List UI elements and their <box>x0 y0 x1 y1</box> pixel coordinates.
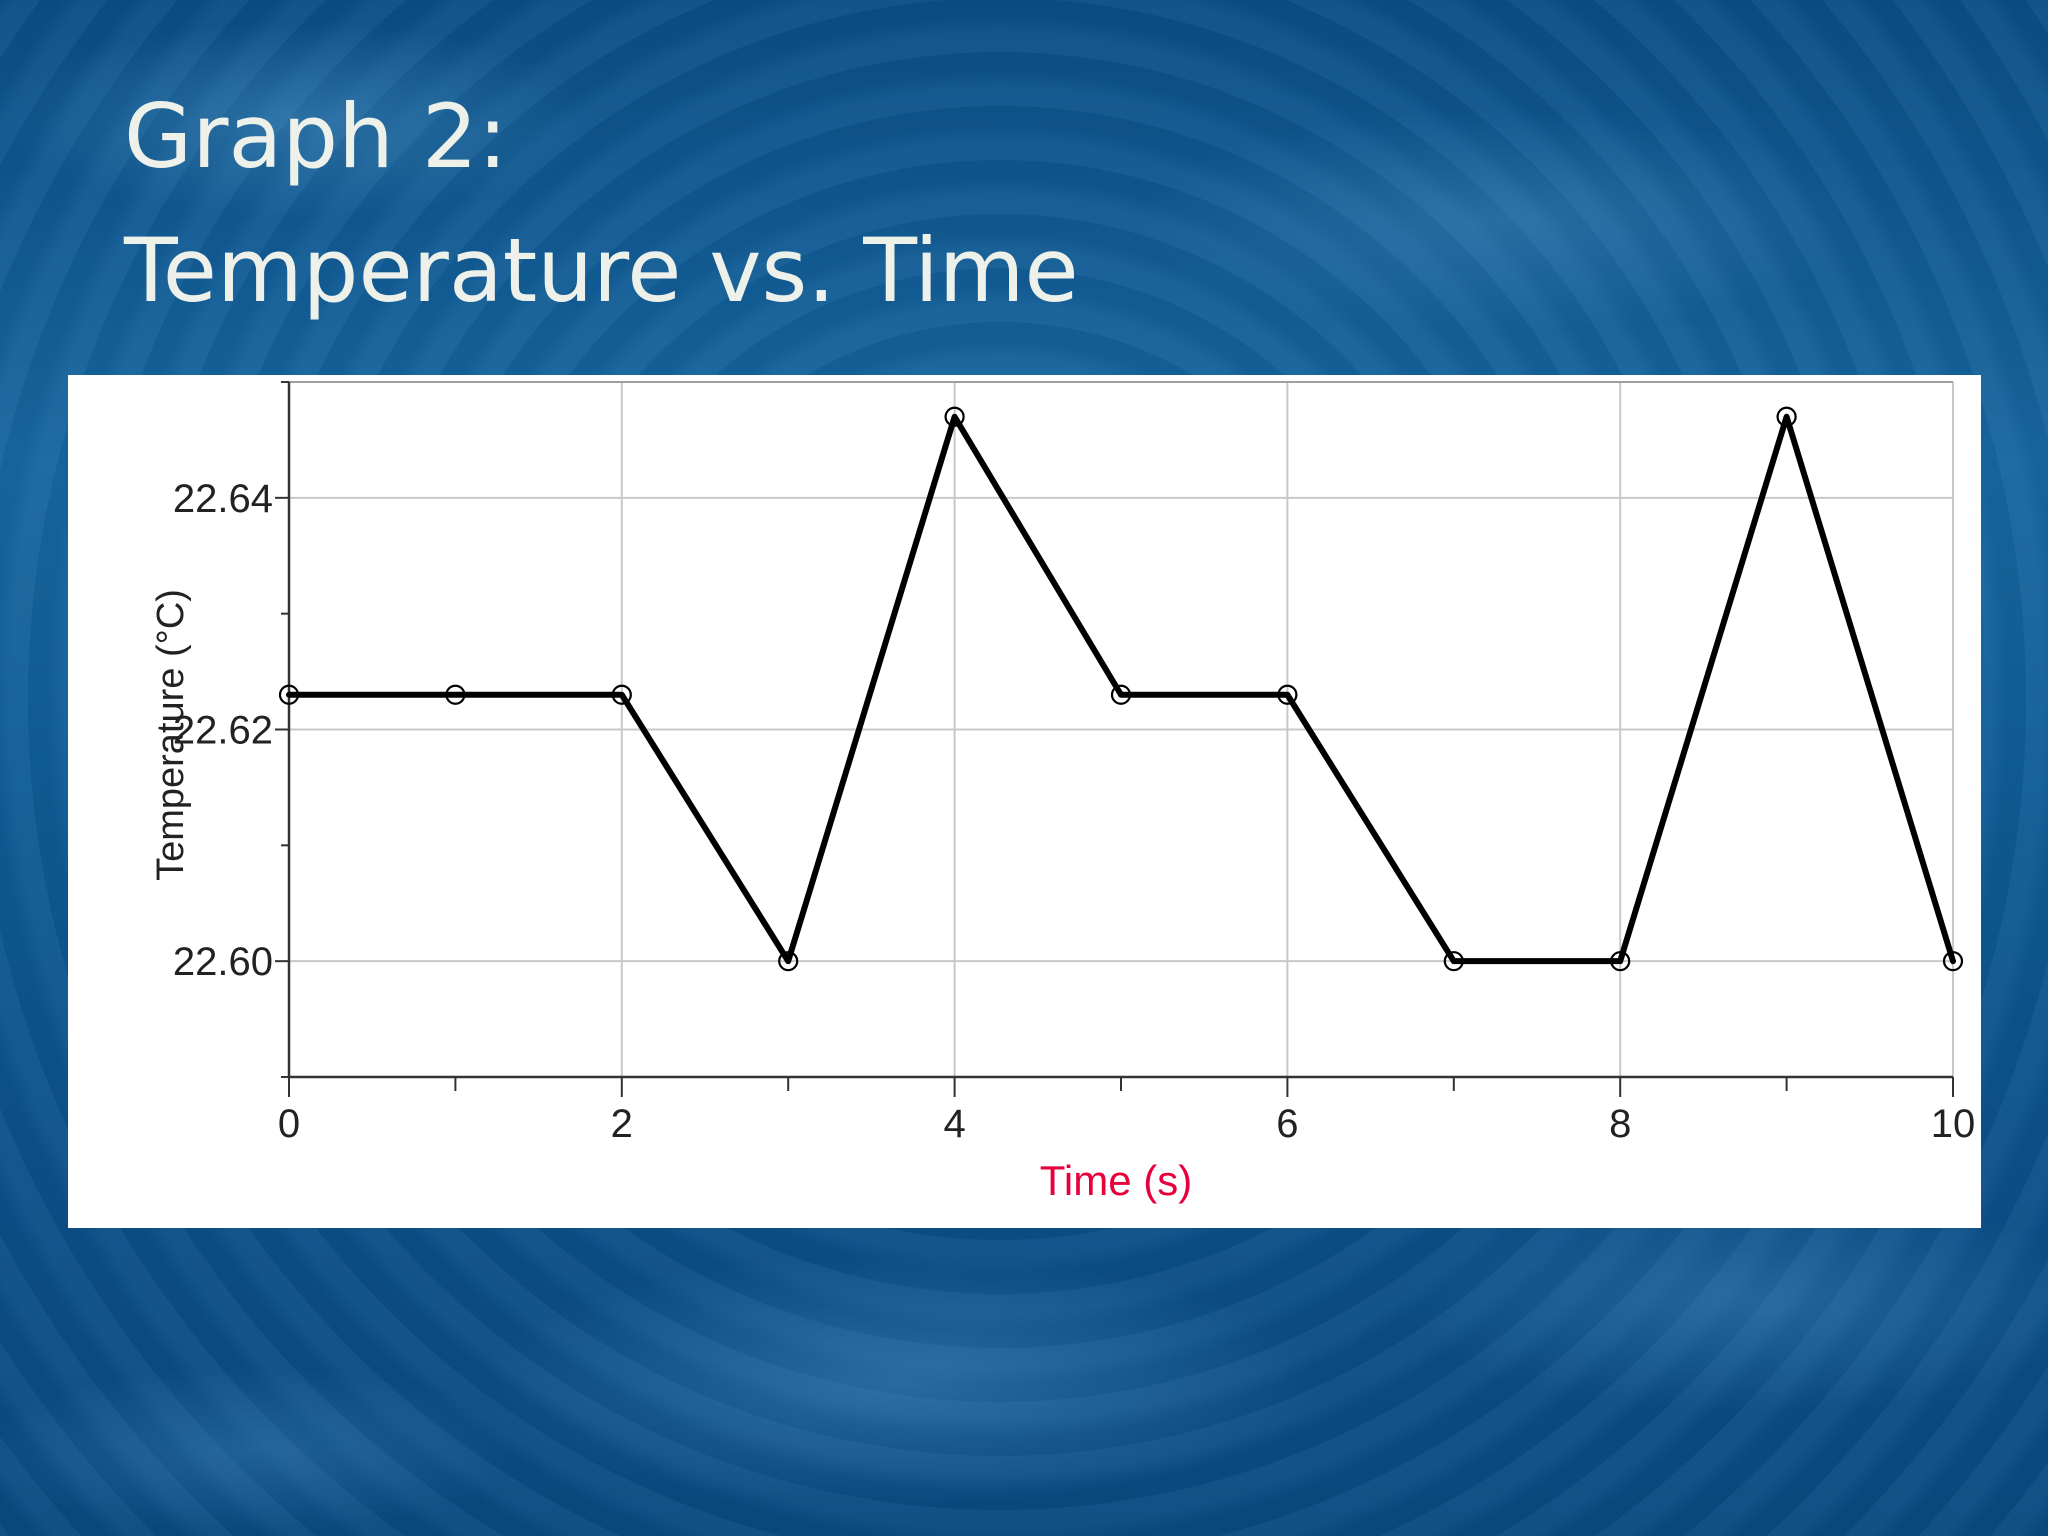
slide-title-line-2: Temperature vs. Time <box>124 219 1079 322</box>
temperature-chart: 0 2 4 6 8 10 22.60 22.62 22.64 Time (s) Temperat… <box>150 381 1975 1204</box>
x-tick-label: 10 <box>1931 1102 1976 1146</box>
tick-labels: 0 2 4 6 8 10 22.60 22.62 22.64 <box>173 477 1975 1146</box>
data-point <box>1277 684 1298 705</box>
data-point <box>778 951 799 972</box>
y-tick-label: 22.62 <box>173 709 273 753</box>
data-point <box>1942 951 1964 972</box>
x-tick-label: 4 <box>943 1102 965 1146</box>
y-tick-label: 22.60 <box>173 940 273 984</box>
x-tick-label: 8 <box>1609 1102 1631 1146</box>
x-tick-label: 0 <box>278 1102 300 1146</box>
data-point <box>1110 684 1132 705</box>
y-axis-label: Temperature (°C) <box>150 589 192 881</box>
data-points <box>278 406 1964 972</box>
series-line-layer <box>286 413 1956 965</box>
axes <box>275 381 1954 1097</box>
grid-lines <box>289 381 1954 1077</box>
data-point <box>1443 951 1464 972</box>
data-point <box>944 406 965 427</box>
chart-panel: 0 2 4 6 8 10 22.60 22.62 22.64 Time (s) Temperat… <box>68 375 1981 1228</box>
x-tick-label: 2 <box>611 1102 633 1146</box>
x-axis-label: Time (s) <box>1040 1157 1192 1204</box>
slide-title: Graph 2: Temperature vs. Time <box>124 70 1324 338</box>
series-line <box>286 413 1956 965</box>
slide-title-line-1: Graph 2: <box>124 85 508 188</box>
x-tick-label: 6 <box>1276 1102 1298 1146</box>
data-point <box>278 684 300 705</box>
data-point <box>1776 406 1797 427</box>
data-point <box>611 684 632 705</box>
data-point <box>445 684 466 705</box>
y-tick-label: 22.64 <box>173 477 273 521</box>
data-point <box>1610 951 1631 972</box>
